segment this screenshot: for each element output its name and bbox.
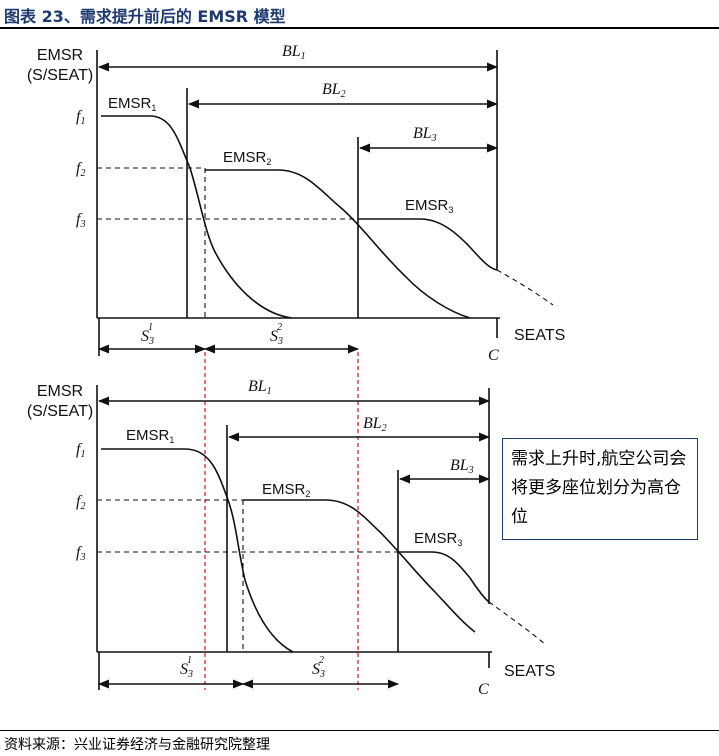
top-bl3-label: BL3 — [413, 125, 437, 144]
bottom-emsr1-label: EMSR1 — [126, 427, 174, 445]
bottom-x-axis-label: SEATS — [504, 663, 555, 680]
top-f1-tick: f1 — [76, 108, 85, 127]
bottom-capacity-label: C — [478, 681, 489, 698]
bottom-emsr3-tail — [488, 601, 546, 645]
top-emsr1-curve — [101, 115, 293, 319]
top-emsr1-label: EMSR1 — [108, 95, 156, 113]
source-note: 资料来源：兴业证券经济与金融研究院整理 — [4, 737, 270, 753]
top-bl1-label: BL1 — [282, 43, 306, 62]
bottom-emsr1-curve — [101, 448, 294, 653]
top-s2-label: S32 — [270, 322, 283, 347]
top-capacity-label: C — [488, 347, 499, 364]
bottom-bl3-label: BL3 — [450, 457, 474, 476]
top-emsr2-label: EMSR2 — [223, 149, 271, 167]
bottom-emsr3-label: EMSR3 — [414, 530, 462, 548]
bottom-f2-tick: f2 — [76, 493, 85, 512]
bottom-rule — [0, 730, 719, 731]
top-rule — [0, 27, 719, 29]
top-emsr2-curve — [205, 169, 471, 319]
bottom-y-label-1: EMSR — [37, 383, 83, 400]
bottom-bl2-label: BL2 — [363, 415, 387, 434]
demand-increase-callout: 需求上升时,航空公司会将更多座位划分为高仓位 — [502, 438, 698, 540]
top-emsr3-tail — [496, 269, 554, 306]
bottom-f1-tick: f1 — [76, 441, 85, 460]
bottom-f3-tick: f3 — [76, 544, 85, 563]
bottom-panel — [96, 385, 546, 690]
bottom-s1-label: S31 — [180, 655, 193, 680]
top-f2-tick: f2 — [76, 160, 85, 179]
top-y-label-2: (S/SEAT) — [27, 67, 93, 84]
bottom-s2-label: S32 — [312, 655, 325, 680]
bottom-emsr2-label: EMSR2 — [262, 481, 310, 499]
figure-title: 图表 23、需求提升前后的 EMSR 模型 — [4, 7, 286, 26]
top-f3-tick: f3 — [76, 211, 85, 230]
red-guides — [204, 352, 359, 690]
top-emsr3-curve — [358, 218, 498, 271]
bottom-bl1-label: BL1 — [248, 378, 272, 397]
bottom-y-label-2: (S/SEAT) — [27, 403, 93, 420]
top-emsr3-label: EMSR3 — [405, 197, 453, 215]
bottom-emsr3-curve — [398, 551, 490, 603]
top-x-axis-label: SEATS — [514, 327, 565, 344]
top-y-label-1: EMSR — [37, 47, 83, 64]
top-s1-label: S31 — [141, 322, 154, 347]
bottom-emsr2-curve — [243, 499, 476, 633]
top-bl2-label: BL2 — [322, 81, 346, 100]
top-panel — [96, 50, 554, 356]
